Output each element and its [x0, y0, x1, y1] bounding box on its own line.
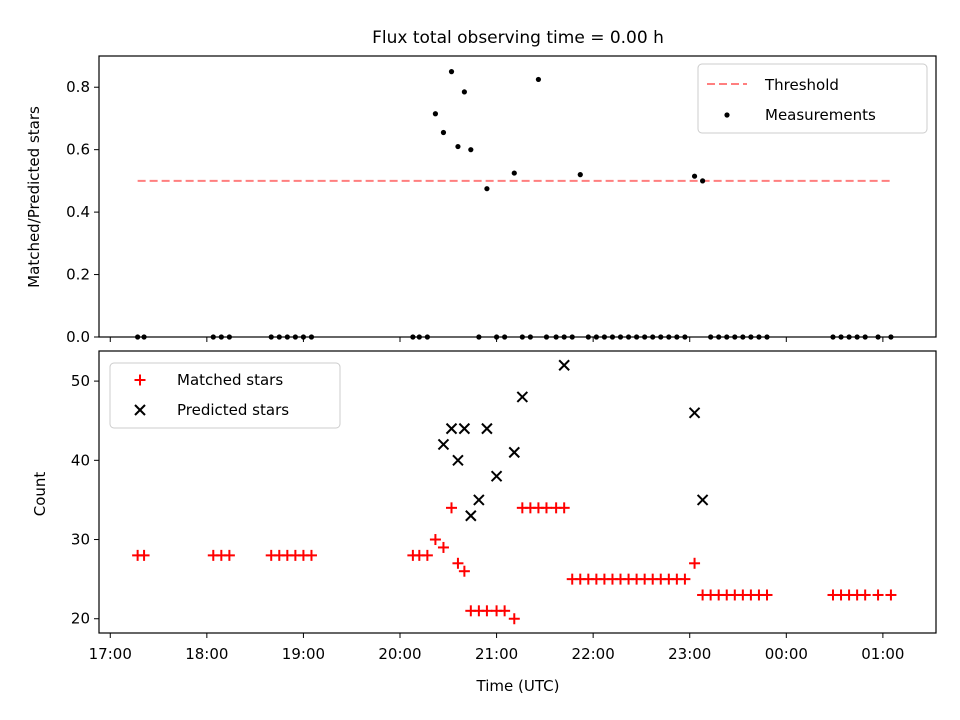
- ratio-y-axis-label: Matched/Predicted stars: [25, 106, 43, 288]
- x-tick-label: 19:00: [282, 645, 325, 663]
- measurement-point: [535, 76, 542, 83]
- x-tick-label: 00:00: [765, 645, 808, 663]
- matched-star-point: [499, 605, 511, 617]
- count-y-tick-label: 20: [71, 610, 90, 628]
- matched-star-point: [872, 589, 884, 601]
- predicted-star-point: [473, 494, 485, 506]
- legend-matched-swatch: [134, 374, 146, 386]
- count-y-axis: 20 30 40 50: [71, 372, 99, 628]
- x-tick-label: 23:00: [668, 645, 711, 663]
- x-tick-label: 17:00: [89, 645, 132, 663]
- ratio-plot-frame: [98, 55, 937, 338]
- count-y-axis-label: Count: [31, 472, 49, 517]
- measurement-point: [440, 129, 447, 136]
- predicted-star-points: [437, 359, 709, 522]
- legend-measurements-swatch: [724, 112, 730, 118]
- measurement-point: [484, 186, 490, 192]
- count-x-axis: 17:00 18:00 19:00 20:00 21:00 22:00 23:00 00:00…: [89, 633, 904, 663]
- matched-star-point: [558, 502, 570, 514]
- matched-star-point: [452, 557, 464, 569]
- measurement-point: [468, 147, 474, 153]
- x-tick-label: 01:00: [861, 645, 904, 663]
- predicted-star-point: [696, 494, 709, 506]
- matched-star-point: [138, 549, 150, 561]
- legend-threshold-label: Threshold: [764, 76, 839, 94]
- ratio-y-tick-label: 0.6: [66, 141, 90, 159]
- measurement-point: [432, 111, 439, 117]
- measurement-point: [691, 173, 698, 179]
- predicted-star-point: [688, 407, 701, 419]
- predicted-star-point: [516, 391, 529, 403]
- count-plot-frame: [98, 350, 937, 634]
- matched-star-points: [132, 502, 897, 625]
- ratio-y-tick-label: 0.8: [66, 78, 90, 96]
- matched-star-point: [223, 549, 235, 561]
- count-legend-box: [109, 362, 341, 429]
- ratio-x-ticks: [109, 337, 884, 342]
- predicted-star-point: [437, 438, 450, 451]
- x-tick-label: 22:00: [572, 645, 615, 663]
- predicted-star-point: [558, 359, 570, 371]
- matched-star-point: [305, 549, 317, 561]
- matched-star-point: [481, 605, 493, 617]
- predicted-star-point: [452, 454, 464, 467]
- predicted-star-point: [445, 422, 458, 435]
- ratio-y-tick-label: 0.4: [66, 203, 90, 221]
- matched-star-point: [885, 589, 897, 601]
- count-y-tick-label: 50: [71, 372, 90, 390]
- matched-star-point: [437, 541, 449, 553]
- ratio-y-axis: 0.0 0.2 0.4 0.6 0.8: [66, 78, 99, 346]
- predicted-star-point: [490, 470, 503, 482]
- count-y-tick-label: 40: [71, 451, 90, 469]
- x-axis-label: Time (UTC): [476, 677, 560, 695]
- matched-star-point: [508, 613, 520, 625]
- matched-star-point: [458, 565, 470, 577]
- predicted-star-point: [481, 422, 493, 435]
- ratio-panel: Flux total observing time = 0.00 h 0.00.…: [25, 28, 937, 346]
- matched-star-point: [540, 502, 552, 514]
- chart-title: Flux total observing time = 0.00 h: [372, 28, 664, 48]
- measurement-point: [577, 172, 583, 178]
- predicted-star-point: [458, 422, 471, 435]
- count-y-tick-label: 30: [71, 531, 90, 549]
- legend-cross-marker: [134, 404, 146, 416]
- matched-star-point: [446, 502, 458, 514]
- legend-predicted-swatch: [134, 404, 146, 416]
- predicted-star-point: [508, 446, 520, 459]
- ratio-y-tick-label: 0.0: [66, 328, 90, 346]
- x-tick-label: 18:00: [185, 645, 228, 663]
- ratio-y-tick-label: 0.2: [66, 266, 90, 284]
- predicted-star-point: [465, 510, 477, 522]
- measurement-point: [455, 143, 461, 150]
- measurement-point: [511, 170, 517, 176]
- count-panel: 20 30 40 50 17:00 18:00 19:00 20:00 21:00 22:00 2…: [31, 350, 937, 695]
- matched-star-point: [421, 549, 433, 561]
- measurement-point: [461, 89, 467, 95]
- x-tick-label: 21:00: [475, 645, 518, 663]
- legend-plus-marker: [134, 374, 146, 386]
- legend-predicted-label: Predicted stars: [177, 401, 289, 419]
- legend-measurements-label: Measurements: [765, 106, 876, 124]
- x-tick-label: 20:00: [378, 645, 421, 663]
- matched-star-point: [761, 589, 773, 601]
- ratio-legend-box: [697, 63, 928, 134]
- matched-star-point: [429, 534, 441, 546]
- matched-star-point: [859, 589, 871, 601]
- ratio-legend: Threshold Measurements: [697, 63, 928, 134]
- measurement-point: [448, 69, 455, 75]
- legend-matched-label: Matched stars: [177, 371, 283, 389]
- matched-star-point: [679, 573, 691, 585]
- matched-star-point: [689, 557, 701, 569]
- measurement-point: [700, 178, 706, 184]
- count-legend: Matched stars Predicted stars: [109, 362, 341, 429]
